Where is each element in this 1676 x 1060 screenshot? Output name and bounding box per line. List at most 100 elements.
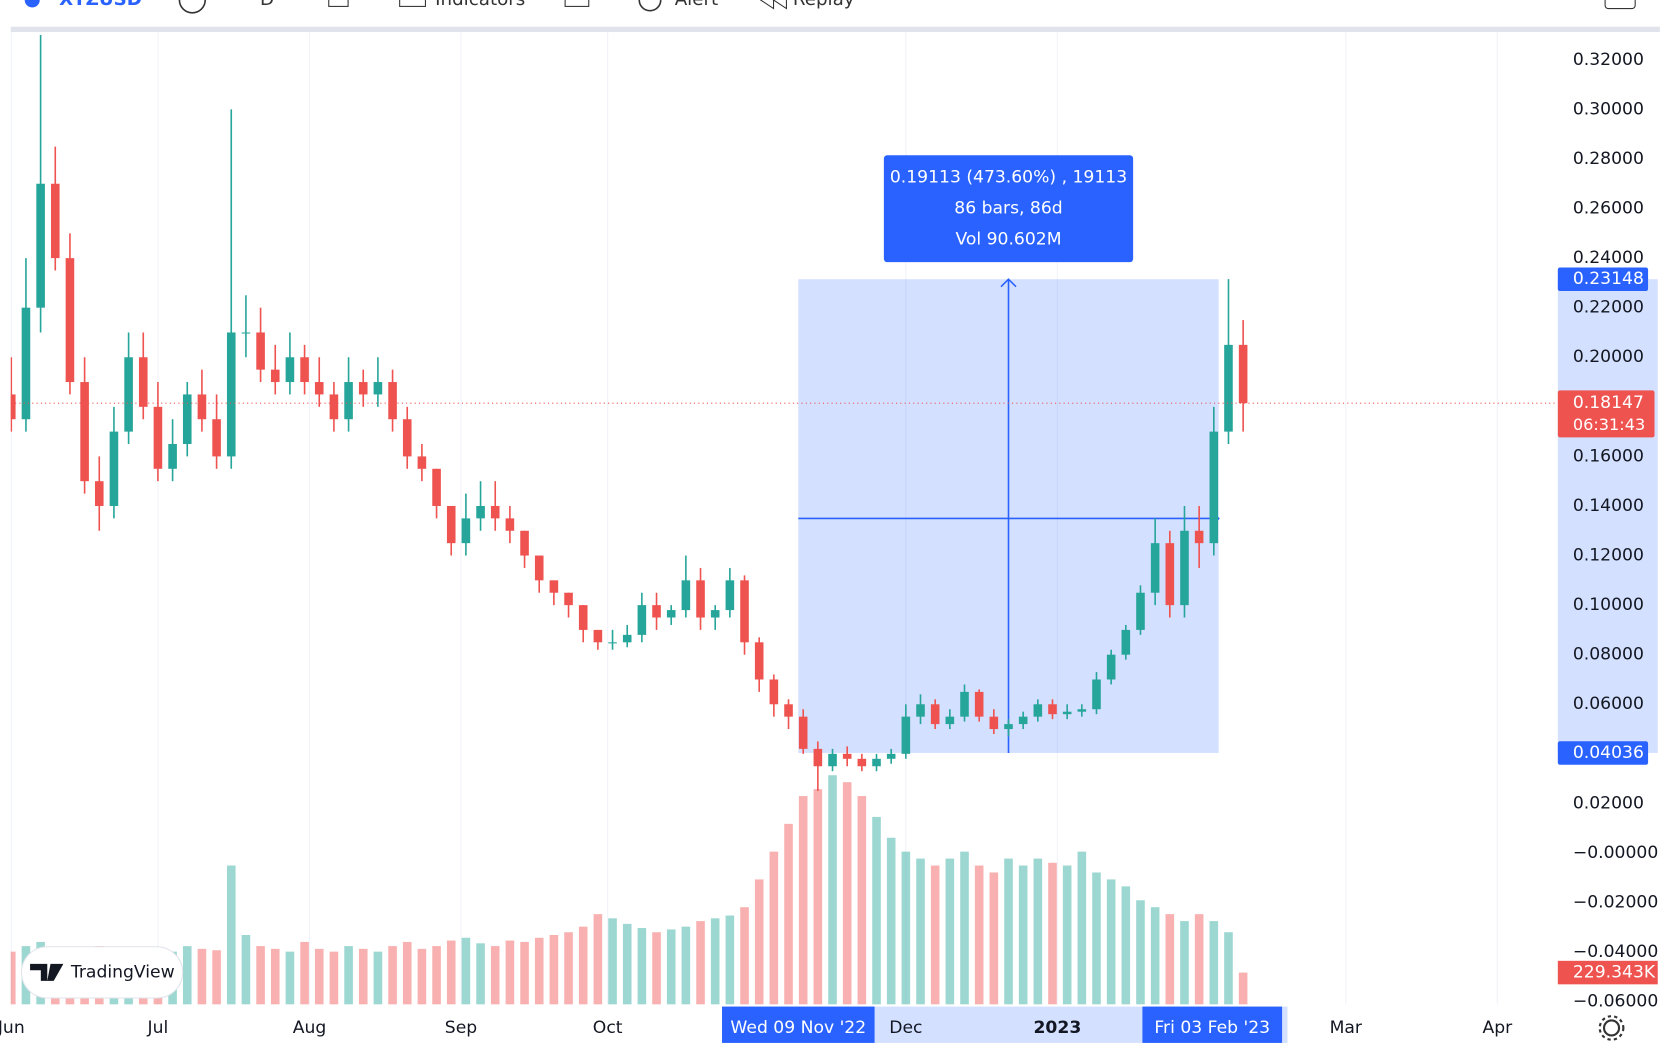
volume-bar bbox=[446, 940, 456, 1005]
current-price-label: 0.18147 bbox=[1573, 393, 1644, 413]
chart-type[interactable] bbox=[328, 0, 349, 7]
candle-body bbox=[666, 610, 676, 618]
badge-text: TradingView bbox=[70, 962, 175, 982]
replay-icon bbox=[759, 0, 787, 10]
volume-pane bbox=[10, 775, 1248, 1005]
candle-body bbox=[564, 592, 573, 606]
indicators[interactable]: Indicators bbox=[435, 0, 525, 10]
volume-bar bbox=[10, 951, 16, 1005]
volume-bar bbox=[974, 865, 984, 1005]
candle-body bbox=[402, 419, 412, 457]
candle-body bbox=[989, 716, 999, 730]
symbol[interactable]: XTZUSD bbox=[59, 0, 142, 10]
volume-bar bbox=[212, 950, 221, 1005]
volume-label: 229.343K bbox=[1573, 963, 1656, 983]
volume-bar bbox=[916, 858, 925, 1005]
volume-bar bbox=[769, 851, 779, 1005]
candle-body bbox=[212, 419, 221, 457]
measure-price-label: 0.23148 bbox=[1573, 269, 1644, 289]
volume-bar bbox=[270, 948, 280, 1005]
y-tick-label: 0.28000 bbox=[1573, 149, 1644, 169]
candle-body bbox=[505, 518, 515, 531]
volume-bar bbox=[784, 823, 793, 1005]
volume-bar bbox=[886, 837, 896, 1005]
volume-bar bbox=[285, 951, 295, 1005]
candle-body bbox=[652, 605, 661, 618]
settings-button[interactable] bbox=[1598, 1015, 1625, 1041]
candle-body bbox=[417, 456, 427, 469]
volume-bar bbox=[373, 951, 383, 1005]
candle-body bbox=[1136, 592, 1145, 630]
candle-body bbox=[974, 691, 984, 717]
candle-body bbox=[710, 610, 720, 618]
candle-body bbox=[138, 357, 148, 407]
volume-bar bbox=[930, 865, 940, 1005]
volume-bar bbox=[241, 934, 251, 1005]
measure-price-badge bbox=[1557, 267, 1649, 291]
candle-body bbox=[1004, 724, 1013, 730]
badge-logo bbox=[30, 963, 64, 981]
candle-body bbox=[1121, 629, 1131, 655]
candle-body bbox=[872, 758, 881, 767]
measure-tool: 0.19113 (473.60%) , 19113 86 bars, 86d Vol… bbox=[723, 155, 1658, 1043]
candle-body bbox=[534, 555, 544, 581]
y-tick-label: 0.22000 bbox=[1573, 298, 1644, 318]
alert[interactable]: Alert bbox=[675, 0, 718, 10]
volume-bar bbox=[872, 816, 881, 1005]
volume-bar bbox=[652, 932, 661, 1005]
candle-body bbox=[182, 394, 192, 445]
current-price-badge bbox=[1557, 390, 1655, 438]
candle-body bbox=[388, 382, 397, 420]
candle-body bbox=[622, 634, 632, 643]
x-tick-label: 2023 bbox=[1033, 1018, 1081, 1038]
candle-body bbox=[828, 753, 837, 767]
layout-button[interactable] bbox=[1604, 0, 1636, 10]
candle-body bbox=[490, 505, 500, 519]
candle-body bbox=[314, 382, 324, 395]
candle-body bbox=[1150, 543, 1160, 593]
volume-bar bbox=[945, 858, 955, 1005]
grid bbox=[10, 32, 1498, 1005]
candle-body bbox=[608, 642, 617, 644]
volume-bar bbox=[490, 946, 500, 1005]
candle-body bbox=[285, 357, 295, 383]
candle-body bbox=[36, 183, 45, 308]
x-tick-label: Sep bbox=[445, 1018, 477, 1038]
templates[interactable] bbox=[564, 0, 590, 7]
candle-body bbox=[930, 704, 940, 725]
volume-bar bbox=[842, 782, 852, 1005]
candle-body bbox=[1033, 704, 1043, 717]
candle-body bbox=[1062, 711, 1072, 715]
replay[interactable]: Replay bbox=[793, 0, 855, 10]
y-tick-label: 0.08000 bbox=[1573, 645, 1644, 665]
candle-body bbox=[769, 679, 779, 705]
volume-bar bbox=[505, 940, 515, 1005]
volume-bar bbox=[578, 926, 588, 1005]
volume-bar bbox=[1136, 900, 1145, 1005]
volume-bar bbox=[1018, 865, 1028, 1005]
candle-body bbox=[476, 505, 485, 519]
candle-body bbox=[50, 183, 60, 259]
volume-bar bbox=[402, 941, 412, 1005]
candle-body bbox=[857, 758, 867, 767]
candle-body bbox=[681, 580, 691, 611]
volume-bar bbox=[681, 926, 691, 1005]
volume-bar bbox=[710, 918, 720, 1005]
volume-badge bbox=[1557, 960, 1658, 985]
measure-v-head bbox=[1000, 278, 1017, 288]
tradingview-badge[interactable]: TradingView bbox=[20, 946, 184, 999]
volume-bar bbox=[798, 796, 808, 1005]
volume-bar bbox=[329, 951, 339, 1005]
interval[interactable]: D bbox=[260, 0, 274, 10]
measure-info-bg bbox=[883, 155, 1134, 263]
candle-body bbox=[1092, 679, 1101, 710]
x-tick-label: Dec bbox=[889, 1018, 922, 1038]
y-tick-label: 0.06000 bbox=[1573, 694, 1644, 714]
date-label: Wed 09 Nov '22 bbox=[730, 1018, 866, 1038]
volume-bar bbox=[197, 948, 207, 1005]
volume-bar bbox=[226, 865, 236, 1005]
candle-body bbox=[696, 580, 705, 618]
volume-bar bbox=[1209, 921, 1219, 1005]
volume-bar bbox=[1004, 858, 1013, 1005]
add-symbol[interactable] bbox=[178, 0, 207, 14]
